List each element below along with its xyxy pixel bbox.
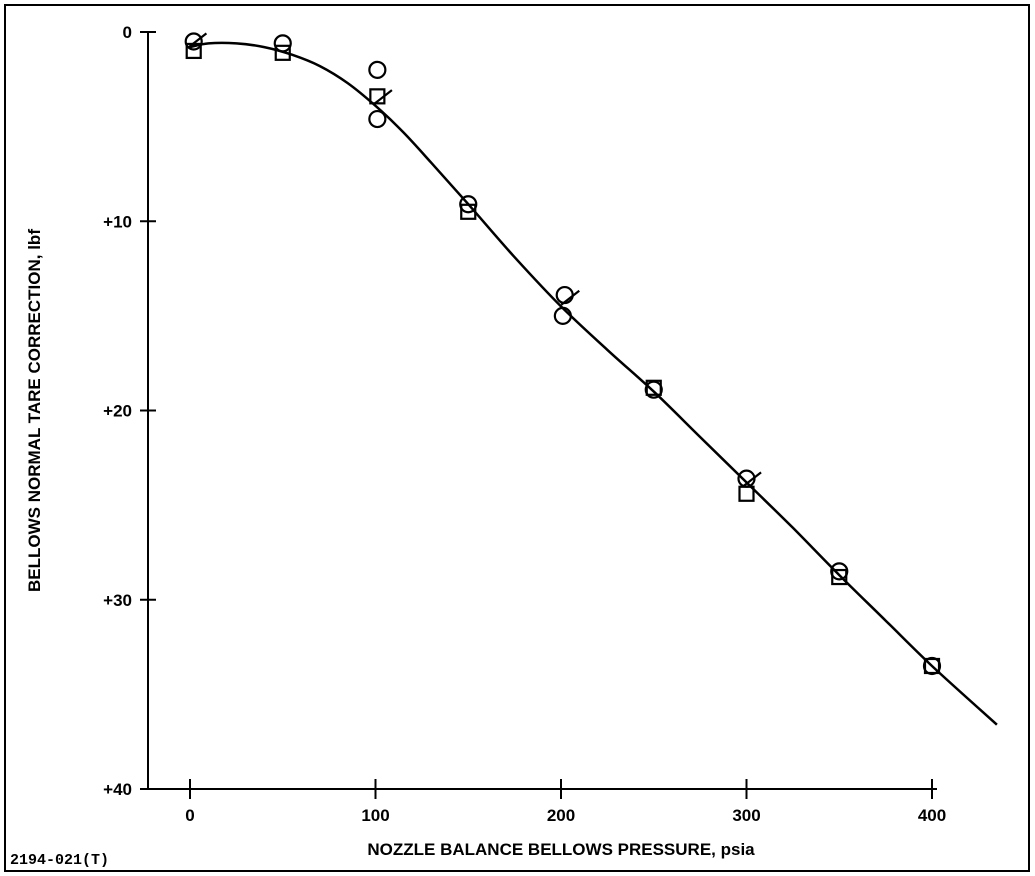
square-marker-1-1 <box>274 44 291 61</box>
x-tick-label-3: 300 <box>732 806 760 825</box>
x-tick-label-4: 400 <box>918 806 946 825</box>
ticks <box>140 31 933 799</box>
square-marker-1-3 <box>460 203 477 220</box>
y-tick-label-1: +10 <box>103 212 132 231</box>
figure-frame <box>4 4 1030 872</box>
y-tick-label-4: +40 <box>103 780 132 799</box>
x-axis-label: NOZZLE BALANCE BELLOWS PRESSURE, psia <box>367 840 755 859</box>
flag-marker-2-0 <box>187 32 208 49</box>
x-tick-label-1: 100 <box>361 806 389 825</box>
square-marker-1-6 <box>831 568 848 586</box>
figure-id: 2194-021(T) <box>10 852 109 869</box>
data-markers <box>184 32 942 676</box>
y-tick-label-0: 0 <box>123 23 132 42</box>
circle-marker-0-0 <box>184 32 203 51</box>
circle-marker-0-1 <box>273 34 292 53</box>
tick-labels: 0 +10 +20 +30 +40 0 100 200 300 400 <box>103 23 946 825</box>
circle-marker-0-3 <box>368 109 387 129</box>
circle-marker-0-5 <box>555 285 574 305</box>
flag-marker-2-2 <box>560 289 580 306</box>
y-tick-label-2: +20 <box>103 402 132 421</box>
square-marker-1-7 <box>923 657 941 675</box>
x-tick-label-0: 0 <box>185 806 194 825</box>
circle-marker-0-2 <box>368 60 387 79</box>
square-marker-1-4 <box>645 379 662 396</box>
square-marker-1-5 <box>738 485 755 502</box>
circle-marker-0-9 <box>830 562 849 581</box>
x-tick-label-2: 200 <box>547 806 575 825</box>
y-axis-label: BELLOWS NORMAL TARE CORRECTION, lbf <box>25 229 44 592</box>
flag-marker-2-3 <box>742 471 762 488</box>
axes <box>147 32 937 790</box>
y-tick-label-3: +30 <box>103 591 132 610</box>
fit-curve <box>189 41 998 726</box>
flag-marker-2-1 <box>373 89 393 105</box>
circle-marker-0-6 <box>553 306 572 325</box>
